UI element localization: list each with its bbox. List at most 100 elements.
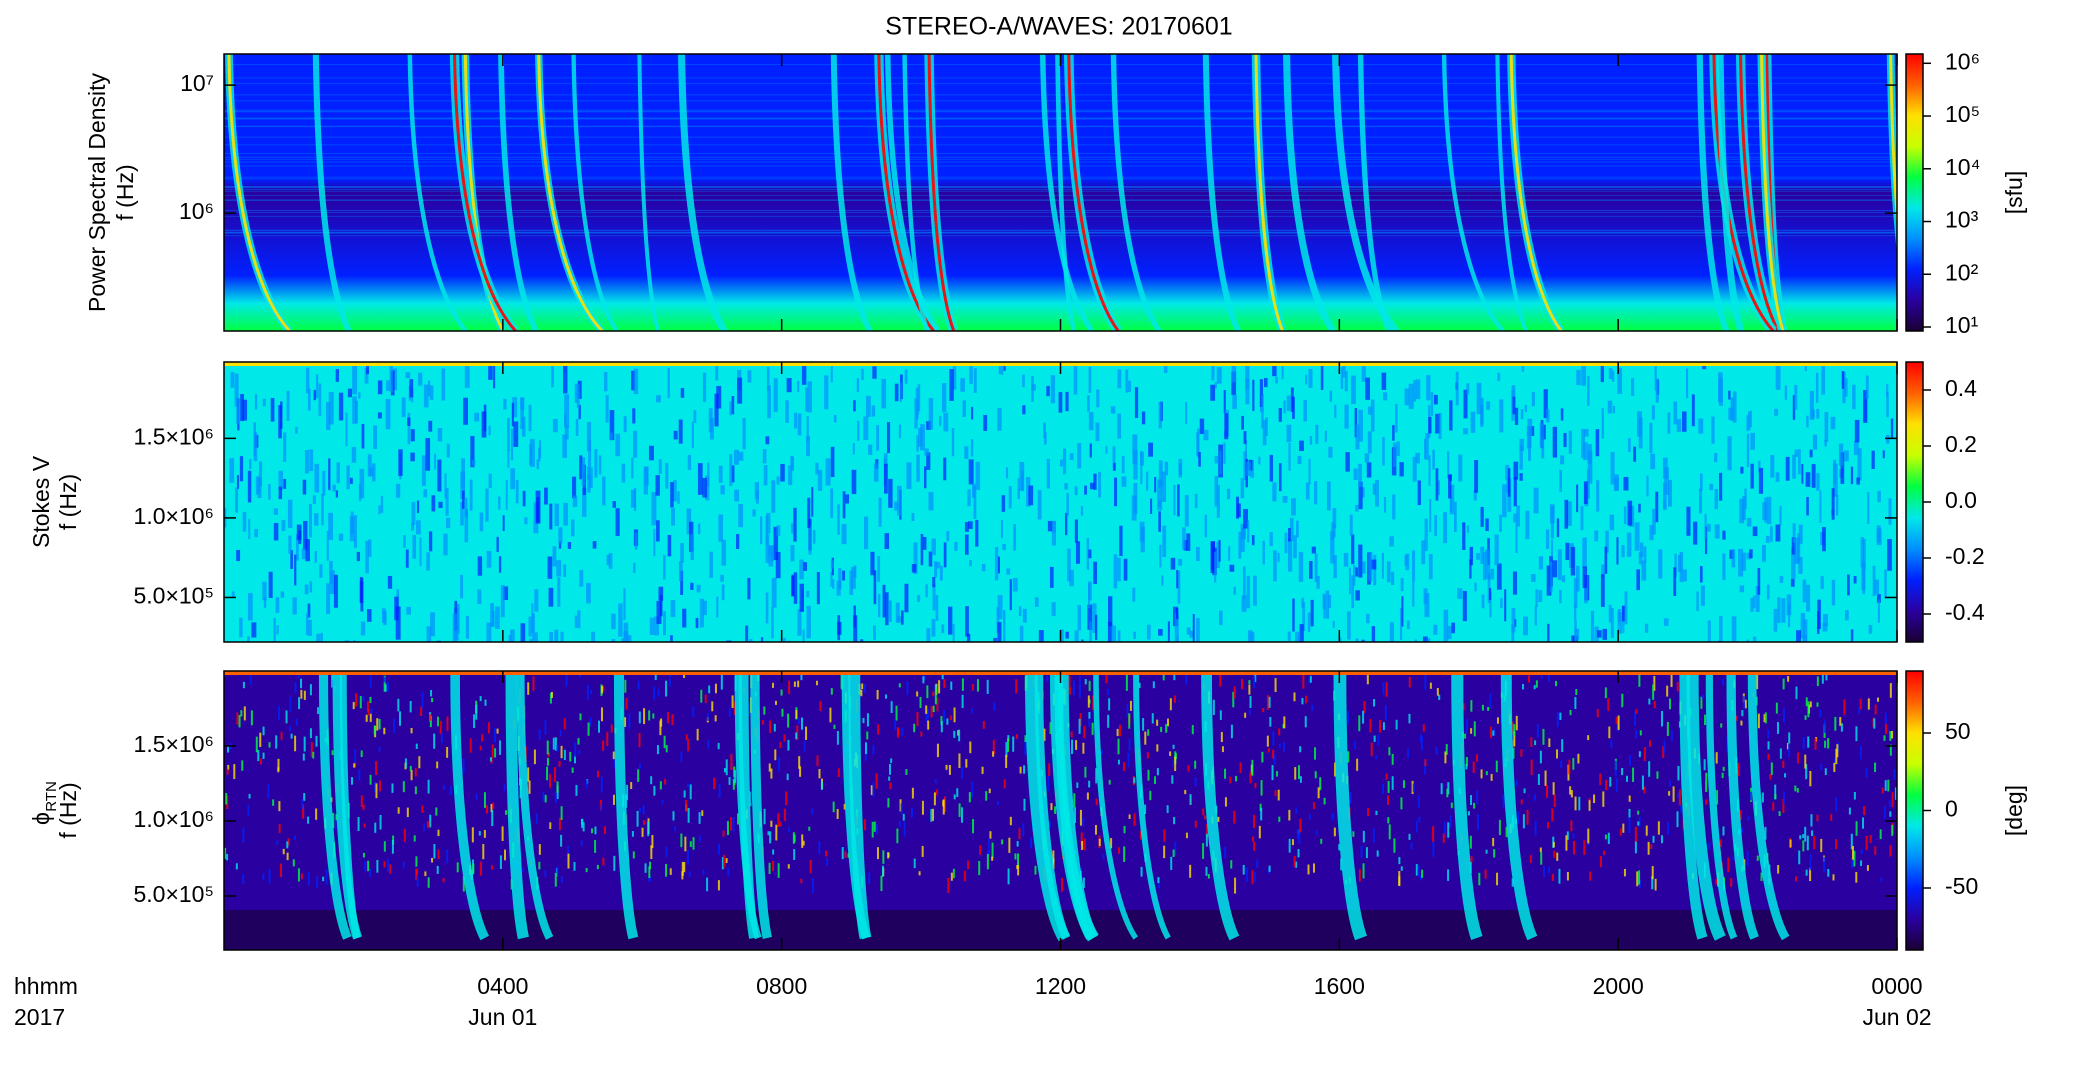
texture	[1383, 496, 1387, 513]
texture	[1596, 708, 1599, 718]
texture	[1806, 584, 1811, 612]
texture	[717, 843, 720, 856]
texture	[926, 685, 929, 699]
texture	[300, 678, 303, 689]
texture	[1495, 760, 1498, 773]
texture	[1133, 813, 1136, 826]
texture	[1542, 424, 1546, 440]
texture	[1715, 752, 1718, 764]
texture	[667, 367, 670, 399]
texture	[1447, 451, 1450, 479]
texture	[1404, 554, 1408, 566]
texture	[534, 589, 539, 612]
texture	[1246, 867, 1249, 882]
texture	[811, 487, 814, 517]
texture	[1534, 821, 1537, 836]
texture	[1177, 570, 1181, 604]
texture	[1132, 434, 1138, 465]
texture	[551, 691, 554, 698]
texture	[1830, 416, 1836, 430]
texture	[936, 743, 939, 758]
texture	[335, 490, 339, 498]
texture	[1649, 422, 1653, 454]
texture	[882, 850, 885, 864]
texture	[549, 822, 552, 829]
texture	[1387, 817, 1390, 824]
texture	[1874, 579, 1880, 595]
texture	[1634, 827, 1637, 843]
texture	[975, 461, 981, 490]
texture	[1228, 546, 1231, 561]
texture	[658, 459, 662, 474]
texture	[578, 404, 581, 420]
texture	[720, 674, 723, 690]
texture	[442, 877, 445, 883]
texture	[1822, 623, 1828, 632]
texture	[1750, 432, 1755, 450]
texture	[670, 635, 673, 642]
texture	[1253, 814, 1256, 829]
texture	[1087, 395, 1090, 412]
texture	[544, 487, 548, 505]
texture	[457, 603, 460, 634]
texture	[1116, 728, 1119, 737]
texture	[949, 369, 954, 401]
texture	[452, 613, 458, 642]
burst	[1201, 671, 1240, 941]
texture	[1081, 639, 1084, 642]
texture	[579, 569, 584, 587]
texture	[702, 477, 707, 498]
texture	[240, 710, 243, 717]
texture	[926, 628, 931, 642]
texture	[1573, 578, 1578, 609]
burst-core	[1254, 54, 1284, 331]
texture	[1539, 847, 1542, 853]
texture	[1565, 835, 1568, 851]
texture	[737, 377, 743, 404]
texture	[1551, 808, 1554, 822]
texture	[1264, 377, 1268, 388]
texture	[409, 379, 414, 398]
texture	[1836, 494, 1839, 516]
texture	[632, 408, 636, 424]
texture	[940, 716, 943, 725]
texture	[383, 675, 386, 692]
texture	[427, 877, 430, 888]
texture	[528, 616, 532, 637]
texture	[953, 707, 956, 723]
texture	[887, 852, 890, 859]
texture	[870, 551, 875, 576]
texture	[1088, 549, 1092, 559]
texture	[485, 488, 489, 522]
texture	[729, 401, 732, 416]
texture	[1315, 830, 1318, 836]
texture	[853, 400, 856, 412]
texture	[1078, 718, 1081, 734]
burst	[1500, 671, 1538, 941]
texture	[314, 551, 317, 563]
texture	[771, 682, 774, 688]
texture	[1514, 407, 1519, 426]
texture	[587, 722, 590, 736]
texture	[1758, 460, 1761, 473]
texture	[493, 727, 496, 743]
texture	[632, 851, 635, 859]
texture	[1353, 564, 1356, 586]
texture	[1810, 814, 1813, 827]
texture	[1408, 833, 1411, 840]
texture	[965, 606, 969, 637]
texture	[536, 459, 540, 470]
texture	[367, 609, 372, 622]
texture	[1066, 493, 1069, 517]
texture	[1855, 726, 1858, 742]
texture	[240, 394, 244, 422]
texture	[932, 808, 935, 821]
texture	[1855, 872, 1858, 883]
texture	[788, 827, 791, 833]
texture	[475, 793, 478, 800]
texture	[952, 868, 955, 879]
texture	[1251, 759, 1254, 776]
texture	[759, 516, 763, 545]
texture	[1676, 811, 1679, 828]
texture	[906, 681, 909, 696]
